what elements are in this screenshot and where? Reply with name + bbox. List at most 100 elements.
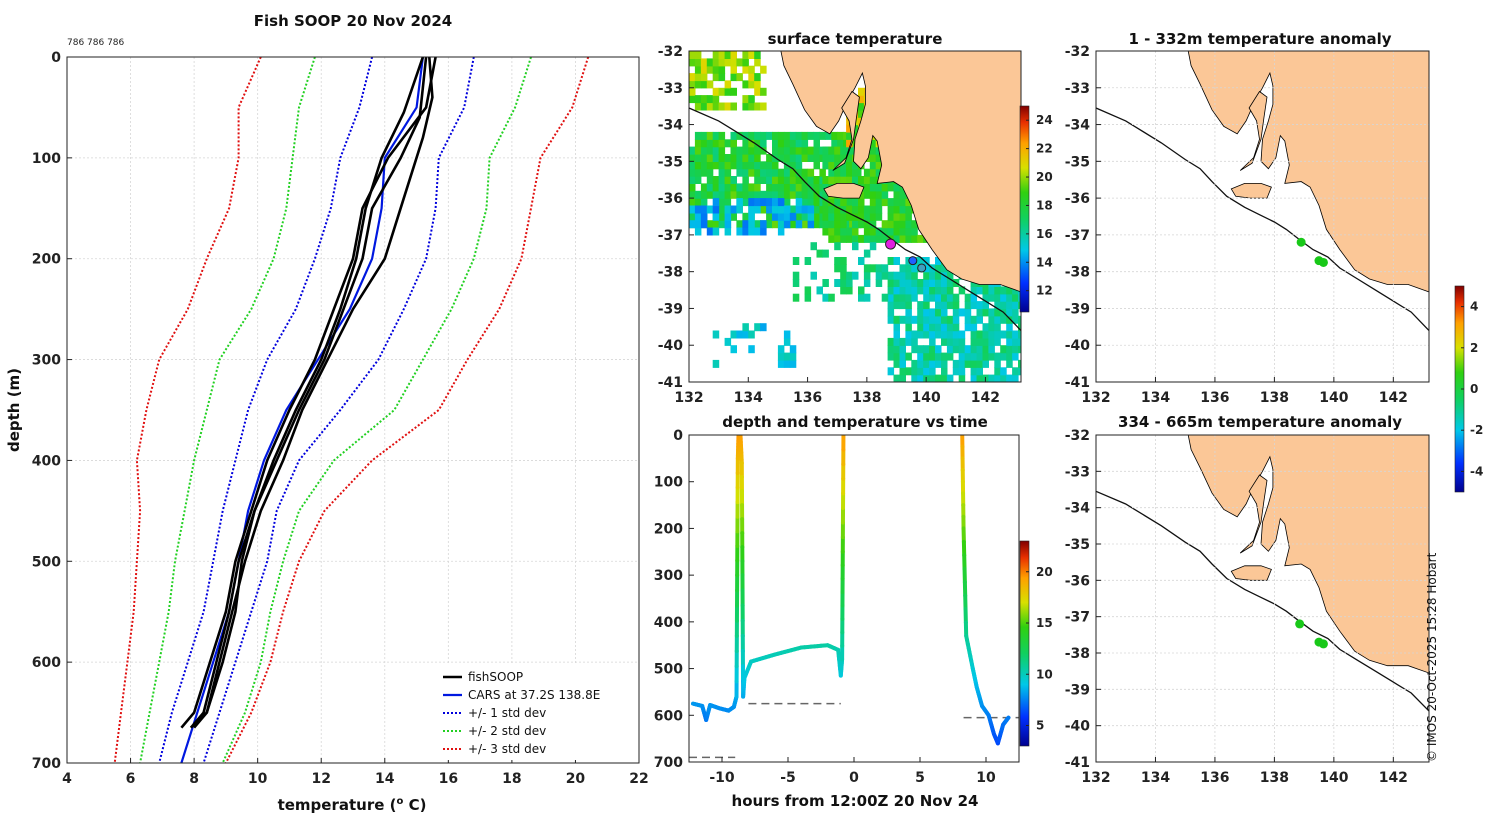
sst-cell [988, 323, 995, 332]
sst-cell [935, 264, 942, 273]
sst-cell [840, 212, 847, 221]
anomaly-upper-ytick-label: -39 [1065, 301, 1090, 317]
anomaly-lower-mainland [1187, 435, 1429, 674]
sst-cell [718, 190, 726, 199]
sst-cell [852, 176, 859, 184]
sst-cell [923, 359, 930, 368]
sst-cell [789, 176, 797, 184]
sst-title: surface temperature [768, 30, 943, 48]
sst-ytick-label: -40 [658, 338, 684, 354]
sst-cell [804, 286, 812, 295]
anomaly-cb-label: -2 [1470, 423, 1483, 437]
sst-cell [807, 168, 815, 177]
sst-cell [935, 271, 942, 280]
sst-cell [777, 146, 785, 155]
sst-ytick-label: -41 [658, 375, 683, 391]
sst-cell [736, 205, 743, 214]
sst-cell [935, 352, 942, 361]
sst-cell [742, 146, 749, 155]
sst-cell [783, 154, 791, 162]
sst-cell [893, 205, 900, 214]
sst-cell [694, 176, 702, 184]
sst-cell [700, 212, 708, 221]
sst-cell [742, 176, 749, 184]
sst-cell [712, 330, 720, 339]
sst-cell [822, 146, 829, 155]
anomaly-upper-anomaly-point-3 [1318, 257, 1328, 267]
sst-cell [941, 352, 948, 361]
sst-cell [846, 161, 853, 170]
sst-cell [834, 257, 841, 265]
sst-cell [970, 337, 978, 346]
anomaly-upper-xtick-label: 134 [1141, 390, 1170, 406]
sst-cell [694, 131, 702, 140]
sst-cell [976, 337, 983, 346]
sst-cell [724, 80, 732, 89]
sst-cell [807, 176, 815, 184]
sst-cell [858, 198, 865, 207]
anomaly-upper-ytick-label: -35 [1065, 154, 1090, 170]
sst-cell [718, 168, 726, 177]
sst-cell [923, 330, 930, 339]
sst-cell [863, 205, 871, 214]
sst-cell [718, 220, 726, 229]
sst-cell [694, 154, 702, 162]
sst-cell [946, 352, 954, 361]
profile-cars-line [180, 57, 424, 763]
sst-cell [689, 198, 696, 207]
sst-colorbar [1019, 105, 1030, 313]
sst-cell [736, 220, 743, 229]
sst-cell [748, 80, 755, 89]
sst-cell [899, 367, 906, 376]
sst-cell [840, 227, 847, 236]
sst-cell [754, 176, 761, 184]
sst-cell [795, 168, 803, 177]
sst-cell [1000, 330, 1007, 339]
sst-cell [730, 205, 737, 214]
sst-cell [772, 161, 779, 170]
sst-cell [822, 161, 829, 170]
profile-std1-lo-line [158, 57, 374, 763]
sst-cell [952, 345, 960, 354]
anomaly-lower-title: 334 - 665m temperature anomaly [1118, 413, 1402, 431]
sst-cell [766, 198, 773, 207]
profile-xtick-label: 8 [189, 771, 199, 787]
sst-cell [712, 227, 720, 236]
sst-cell [911, 220, 918, 229]
sst-cell [899, 198, 906, 207]
sst-cell [858, 176, 865, 184]
sst-cell [813, 161, 820, 170]
sst-cell [929, 352, 936, 361]
depth-time-ytick-label: 200 [654, 521, 683, 537]
sst-cell [813, 146, 820, 155]
sst-cell [958, 330, 966, 339]
sst-cell [887, 352, 895, 361]
sst-ticks: 132 134 136 138 140 142 -32 -33 -34 -35 -36 -37 -38 -… [658, 44, 1000, 406]
sst-cell [970, 352, 978, 361]
sst-cell [1006, 374, 1013, 382]
sst-cell [852, 131, 859, 140]
sst-cell [795, 198, 803, 207]
sst-yorke-peninsula [832, 90, 860, 171]
sst-cell [712, 205, 720, 214]
anomaly-lower-ytick-label: -40 [1065, 719, 1091, 735]
sst-cell [789, 359, 797, 368]
sst-cell [689, 220, 696, 229]
sst-cell [742, 102, 749, 111]
sst-cell [783, 359, 791, 368]
sst-cell [754, 227, 761, 236]
sst-cell [706, 95, 714, 104]
sst-cell [724, 227, 732, 236]
sst-cell [724, 154, 732, 162]
anomaly-cb-label: -4 [1470, 464, 1483, 478]
sst-cell [772, 176, 779, 184]
profile-xtick-label: 18 [502, 771, 521, 787]
depth-time-traces [689, 435, 1019, 759]
sst-cell [846, 212, 853, 221]
anomaly-upper-title: 1 - 332m temperature anomaly [1128, 30, 1391, 48]
sst-cell [1000, 301, 1007, 310]
sst-cell [970, 286, 978, 295]
sst-cell [706, 146, 714, 155]
anomaly-lower-anomaly-point-1 [1295, 619, 1305, 629]
sst-cell [777, 345, 785, 354]
